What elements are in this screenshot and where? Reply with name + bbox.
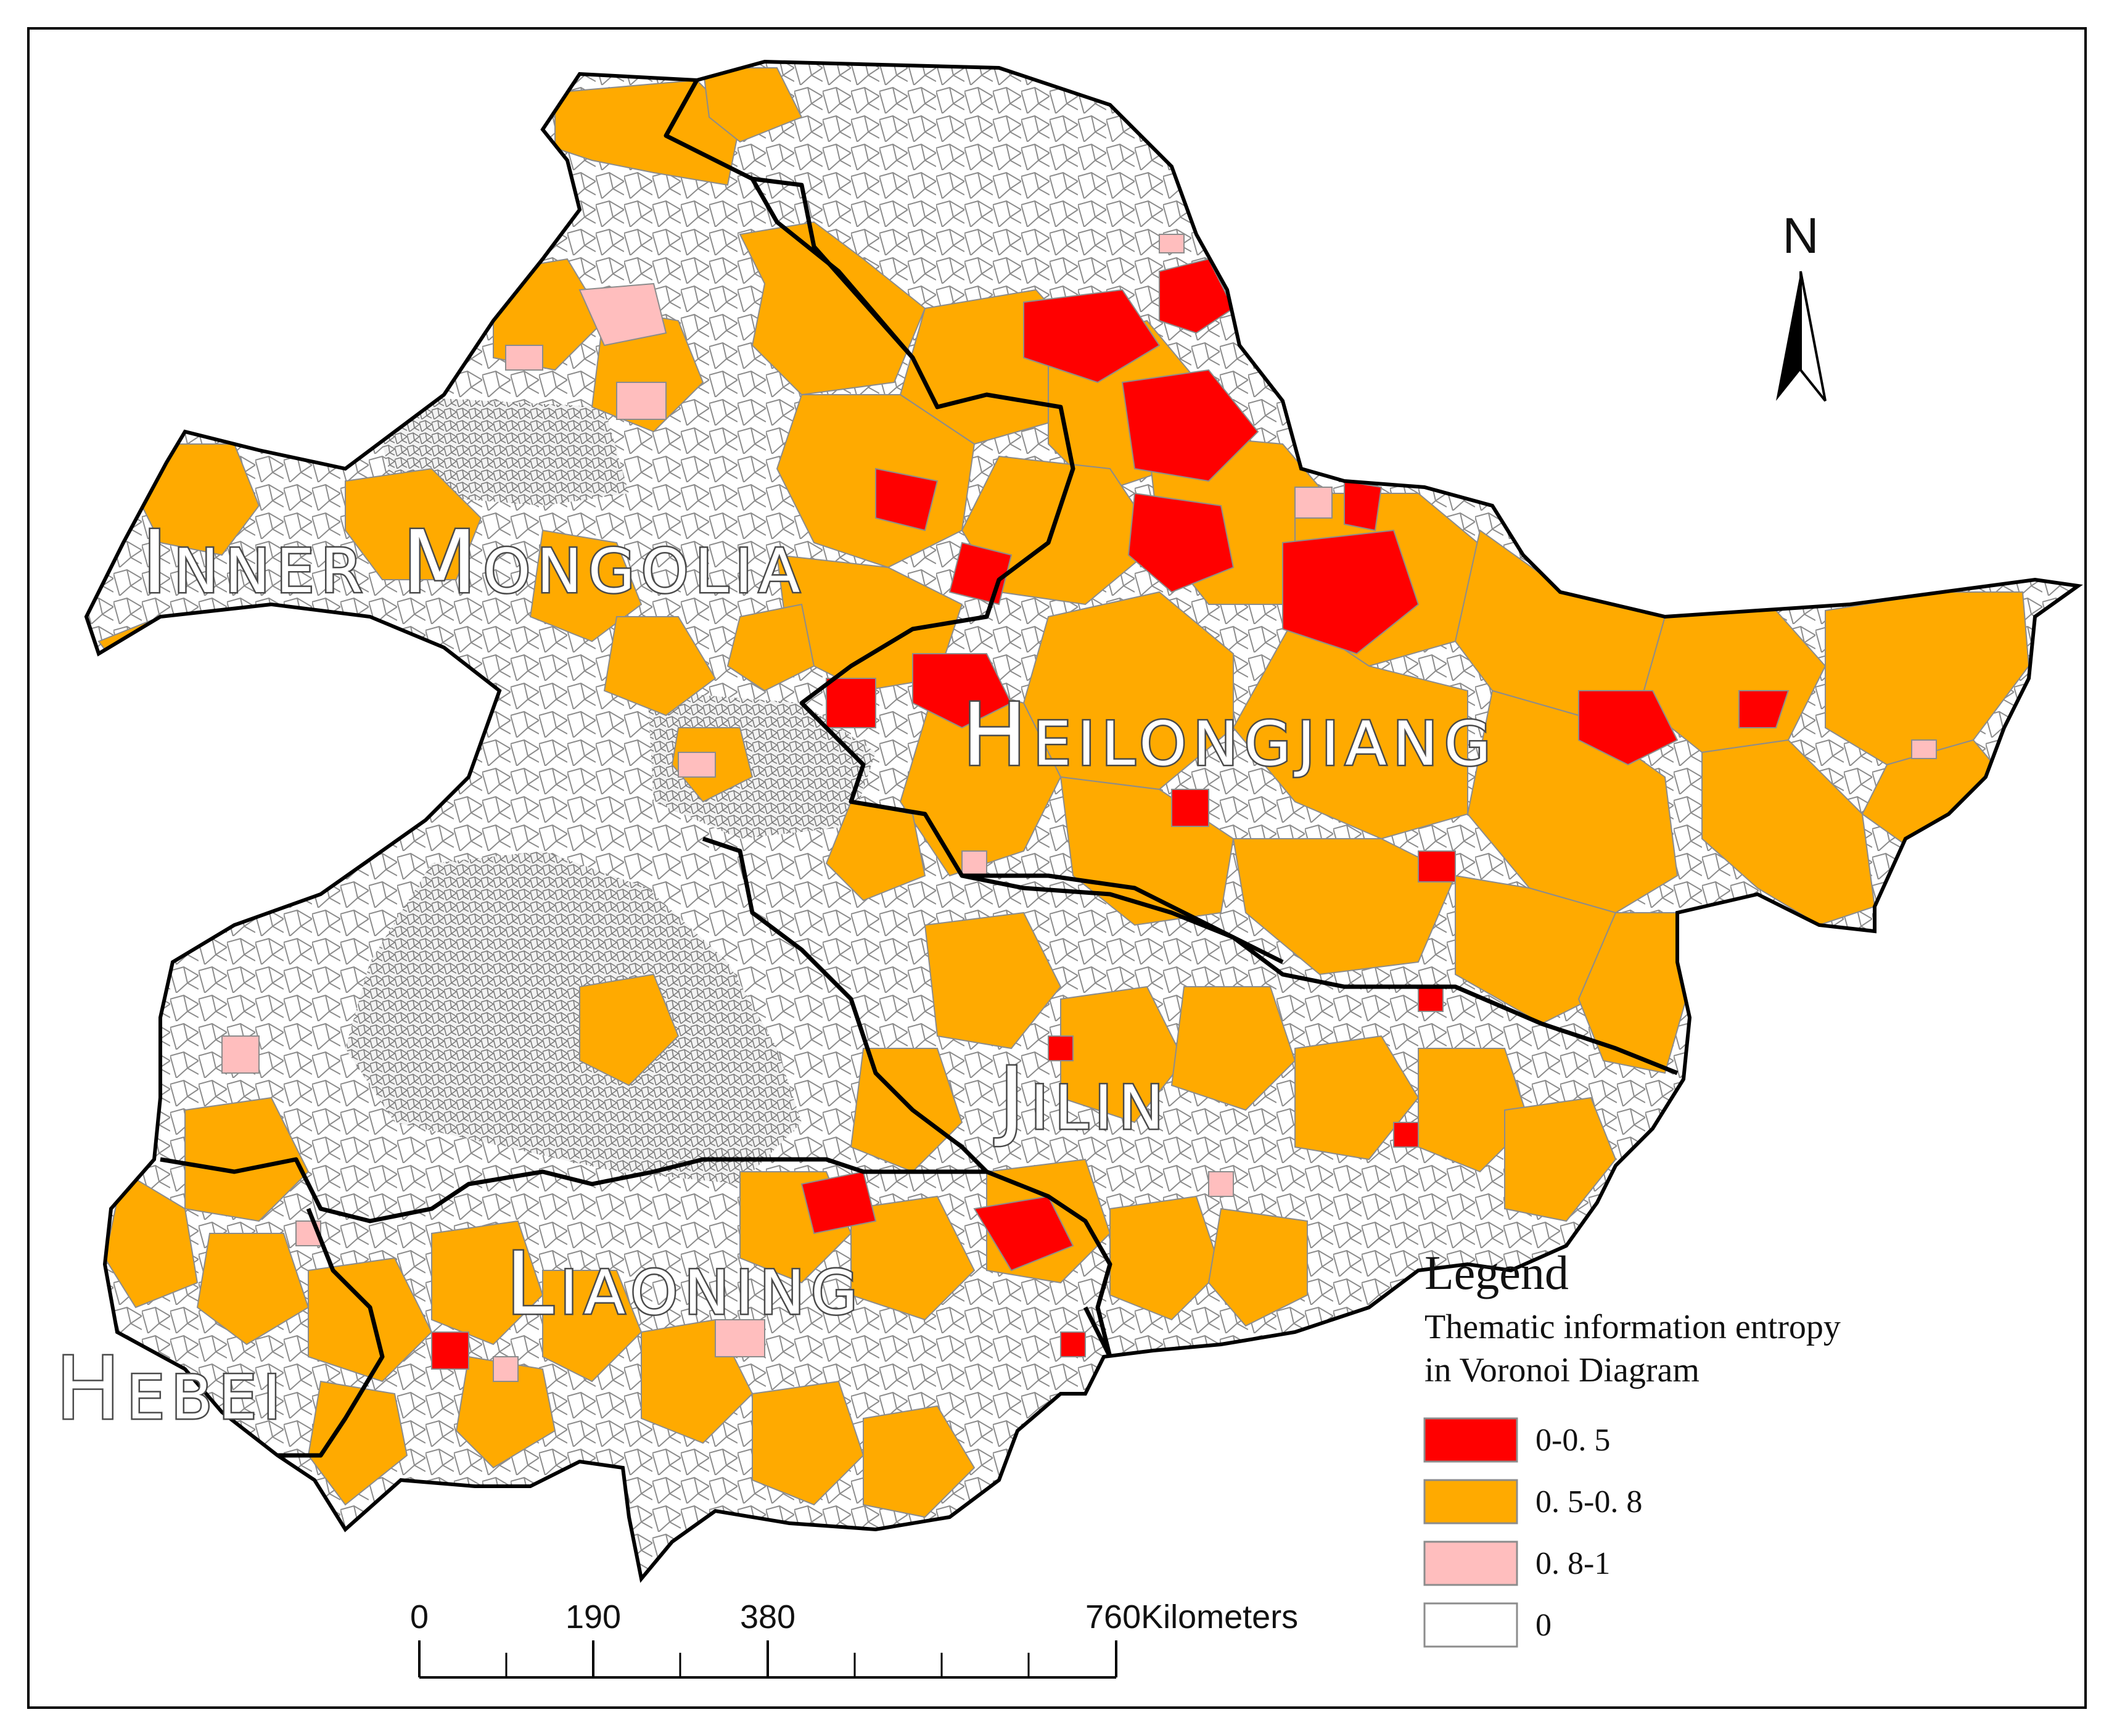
class-0.5-0.8-cells: [97, 258, 1617, 1518]
class-0.8-1-cells: [221, 234, 1937, 1382]
province-boundaries: [160, 79, 1679, 1458]
scale-label-760-km: 760Kilometers: [1085, 1598, 1298, 1635]
legend-subtitle-line2: in Voronoi Diagram: [1424, 1351, 1700, 1389]
legend-swatch-0-0.5: [1423, 1417, 1518, 1463]
legend-swatch-0: [1423, 1602, 1518, 1648]
legend-swatch-0.8-1: [1423, 1541, 1518, 1586]
region-label-liaoning: Liaoning: [506, 1234, 864, 1335]
north-arrow: N: [1776, 208, 1827, 402]
legend-label-0: 0: [1535, 1608, 1552, 1643]
north-arrow-label: N: [1782, 208, 1819, 264]
legend-swatch-0.5-0.8: [1423, 1479, 1518, 1524]
north-arrow-right-half: [1799, 271, 1827, 402]
legend-label-0.5-0.8: 0. 5-0. 8: [1535, 1484, 1642, 1520]
region-label-inner-mongolia: Inner Mongolia: [142, 512, 806, 613]
scale-label-380: 380: [740, 1598, 795, 1635]
legend-label-0.8-1: 0. 8-1: [1535, 1546, 1610, 1581]
north-arrow-left-half: [1776, 271, 1801, 401]
dense-cells-area: [345, 851, 802, 1184]
legend-label-0-0.5: 0-0. 5: [1535, 1423, 1610, 1458]
legend-title: Legend: [1424, 1246, 1569, 1299]
scale-bar: 0 190 380 760Kilometers: [410, 1598, 1298, 1679]
region-label-heilongjiang: Heilongjiang: [962, 685, 1497, 786]
scale-label-0: 0: [410, 1598, 429, 1635]
legend: Legend Thematic information entropy in V…: [1423, 1246, 1841, 1648]
region-label-jilin: Jilin: [994, 1049, 1170, 1150]
scale-label-190: 190: [565, 1598, 621, 1635]
region-label-hebei: Hebei: [55, 1339, 287, 1439]
legend-subtitle-line1: Thematic information entropy: [1424, 1308, 1841, 1346]
coastline: [84, 59, 2083, 1583]
